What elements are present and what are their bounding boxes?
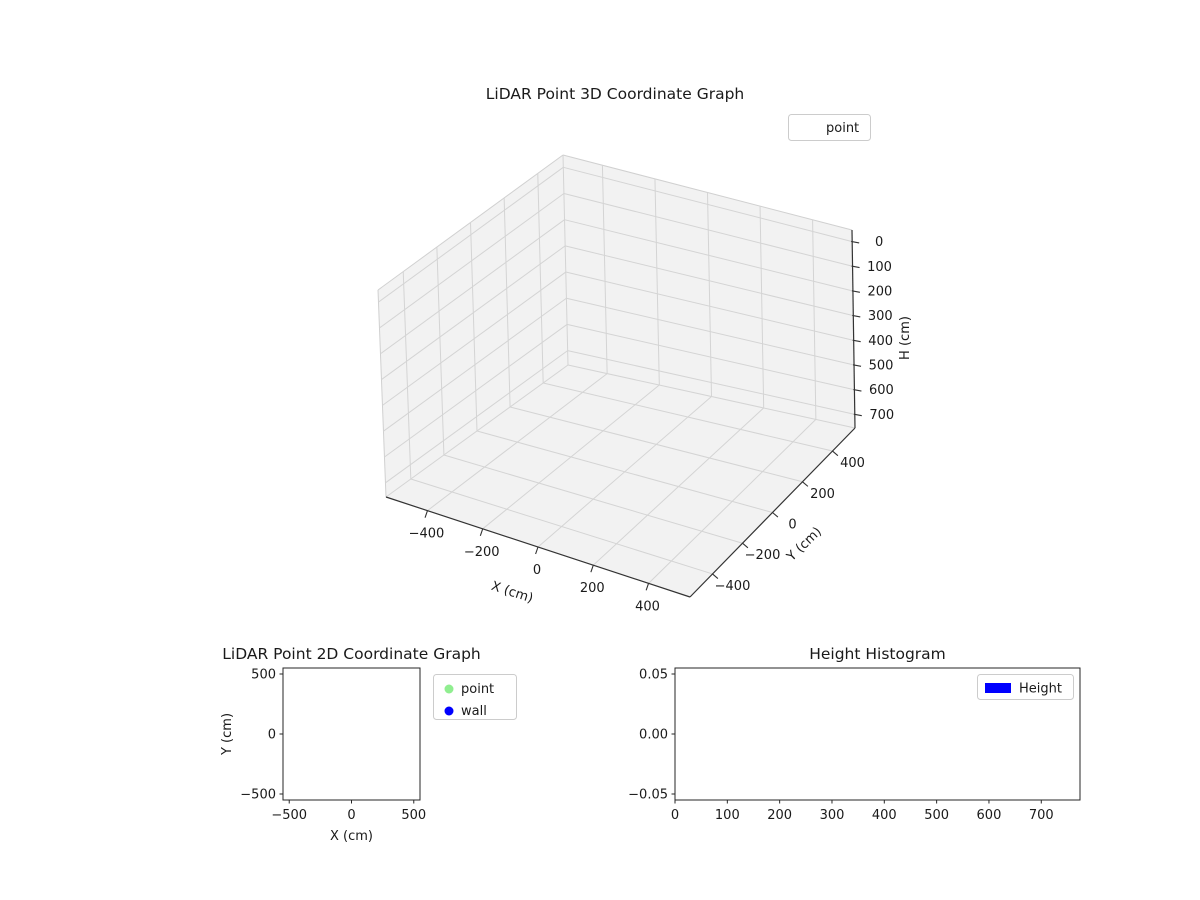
wall-marker-icon [444, 706, 454, 716]
gridline-x [812, 219, 817, 420]
plot2d-axes-frame [282, 667, 421, 801]
tick-label-y: −500 [240, 788, 276, 803]
tick-label-z: 0 [875, 235, 883, 250]
plot3d-zlabel: H (cm) [898, 316, 913, 360]
plot2d-ylabel: Y (cm) [220, 713, 235, 756]
gridline-x [707, 192, 712, 397]
tick-label-y: 400 [840, 456, 865, 471]
plot3d-legend: point [788, 114, 871, 141]
plot3d-canvas: 0 100 200 300 400 500 600 700 −400 −200 0 200 400 −40… [377, 154, 894, 614]
tick-label-x: 200 [580, 581, 605, 596]
tick-label-x: 0 [347, 808, 355, 823]
x-axis-line [385, 496, 691, 598]
gridline-y [402, 271, 412, 480]
pane-edge [562, 154, 569, 366]
tick-mark-y [772, 512, 779, 518]
axes-pane [386, 365, 855, 597]
legend-frame [977, 674, 1074, 700]
tick-label-x: 500 [401, 808, 426, 823]
tick-label-z: 400 [868, 334, 893, 349]
gridline-y [410, 478, 713, 575]
z-axis-line [851, 229, 856, 429]
gridline-x [601, 165, 608, 374]
histogram-ticks: 0 100 200 300 400 500 600 700 −0.05 0.00 0.05 [628, 668, 1054, 824]
gridline-y [436, 247, 445, 456]
gridline-y [476, 430, 773, 513]
histogram-title: Height Histogram [809, 645, 946, 663]
tick-label-x: −200 [464, 545, 500, 560]
y-axis-line [689, 427, 856, 598]
plot2d-title: LiDAR Point 2D Coordinate Graph [222, 645, 480, 663]
tick-label-z: 700 [869, 408, 894, 423]
legend-label: Height [1019, 682, 1062, 697]
tick-mark-y [832, 450, 839, 457]
tick-label-y: 0 [268, 728, 276, 743]
tick-label-y: 0.05 [639, 668, 668, 683]
point-marker-icon [804, 123, 814, 132]
tick-label-y: −0.05 [628, 788, 668, 803]
tick-mark-x [645, 583, 650, 591]
gridline-x [654, 178, 660, 386]
legend-label: point [826, 121, 859, 136]
tick-label-x: 0 [671, 808, 679, 823]
tick-mark-y [802, 481, 809, 487]
gridline-y [443, 454, 743, 544]
tick-label-x: 400 [872, 808, 897, 823]
plot3d-title: LiDAR Point 3D Coordinate Graph [486, 85, 744, 103]
point-marker-icon [444, 684, 454, 694]
gridline-x [759, 206, 765, 408]
tick-label-x: 300 [820, 808, 845, 823]
tick-label-x: 500 [924, 808, 949, 823]
height-swatch-icon [985, 683, 1011, 693]
legend-label: wall [461, 704, 487, 719]
tick-mark-x [590, 565, 594, 573]
gridline-y [537, 173, 544, 384]
plot2d-legend: point wall [433, 674, 517, 720]
tick-label-x: 400 [635, 599, 660, 614]
legend-frame [788, 114, 871, 141]
pane-edge [377, 289, 387, 498]
tick-mark-x [424, 510, 428, 518]
tick-label-z: 600 [869, 383, 894, 398]
plot2d-xlabel: X (cm) [330, 829, 373, 844]
tick-mark-x [479, 528, 484, 536]
tick-label-x: 700 [1029, 808, 1054, 823]
gridline-y [470, 222, 478, 432]
tick-label-z: 200 [868, 284, 893, 299]
tick-label-z: 500 [869, 359, 894, 374]
gridline-y [509, 406, 803, 483]
tick-label-x: −400 [409, 527, 445, 542]
tick-label-y: −200 [745, 548, 781, 563]
axes-pane [378, 155, 568, 497]
plot2d-ticks: −500 0 500 −500 0 500 [240, 668, 426, 824]
tick-label-z: 300 [868, 309, 893, 324]
gridline-y [543, 382, 833, 452]
tick-label-x: −500 [271, 808, 307, 823]
plot2d: LiDAR Point 2D Coordinate Graph −500 0 500… [220, 645, 517, 844]
tick-mark-y [712, 573, 719, 579]
tick-label-z: 100 [867, 260, 892, 275]
tick-mark-x [535, 546, 539, 555]
tick-label-x: 600 [977, 808, 1002, 823]
tick-label-x: 200 [767, 808, 792, 823]
tick-label-x: 100 [715, 808, 740, 823]
legend-frame [433, 674, 517, 720]
tick-label-y: 0 [788, 518, 796, 533]
tick-label-x: 0 [533, 563, 541, 578]
histogram: Height Histogram 0 100 200 300 400 500 600 700 −… [628, 645, 1081, 824]
gridline-y [503, 197, 511, 408]
tick-label-y: 500 [251, 668, 276, 683]
tick-label-y: 200 [810, 487, 835, 502]
legend-label: point [461, 682, 494, 697]
tick-label-y: −400 [715, 579, 751, 594]
tick-mark-y [742, 542, 749, 549]
tick-label-y: 0.00 [639, 728, 668, 743]
histogram-legend: Height [977, 674, 1074, 700]
